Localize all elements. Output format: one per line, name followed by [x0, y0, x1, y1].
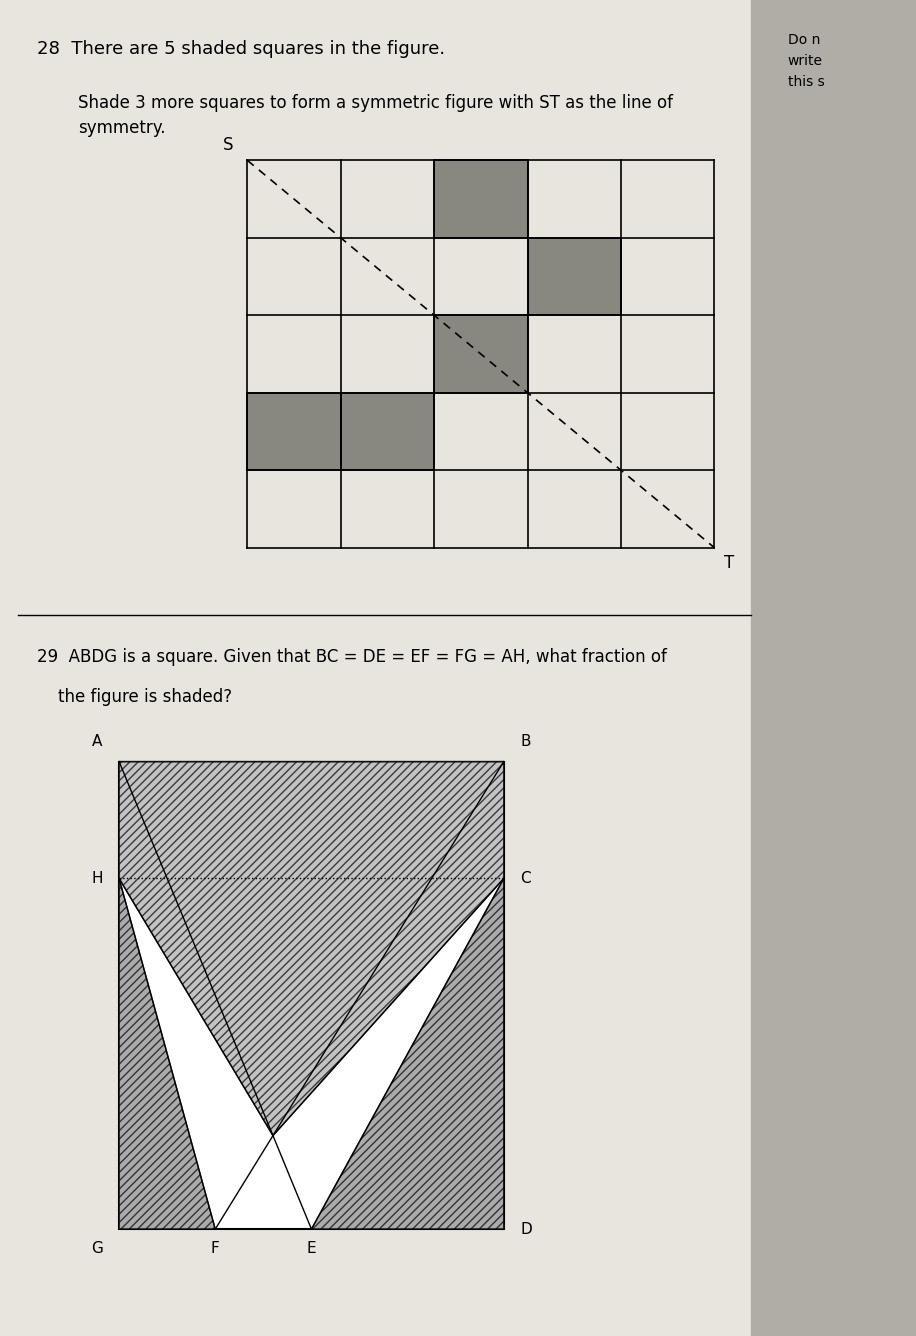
Bar [528, 238, 621, 315]
Text: A: A [93, 735, 103, 749]
Bar [0, 0, 751, 1336]
Bar [247, 393, 341, 470]
Text: 29  ABDG is a square. Given that BC = DE = EF = FG = AH, what fraction of: 29 ABDG is a square. Given that BC = DE … [37, 648, 667, 665]
Text: Shade 3 more squares to form a symmetric figure with ST as the line of
symmetry.: Shade 3 more squares to form a symmetric… [78, 94, 673, 136]
Bar [341, 393, 434, 470]
Text: E: E [307, 1241, 316, 1256]
Bar [434, 315, 528, 393]
Bar [434, 160, 528, 238]
Text: H: H [91, 871, 103, 886]
Text: F: F [211, 1241, 220, 1256]
Text: Do n
write
this s: Do n write this s [788, 33, 824, 88]
Text: S: S [224, 136, 234, 154]
Text: C: C [520, 871, 531, 886]
Text: G: G [91, 1241, 103, 1256]
Polygon shape [119, 762, 504, 1136]
Polygon shape [311, 879, 504, 1229]
Text: T: T [724, 554, 734, 572]
Text: B: B [520, 735, 530, 749]
Text: D: D [520, 1221, 532, 1237]
Polygon shape [119, 762, 504, 1229]
Polygon shape [119, 879, 215, 1229]
Bar [751, 0, 916, 1336]
Text: 28  There are 5 shaded squares in the figure.: 28 There are 5 shaded squares in the fig… [37, 40, 445, 57]
Text: the figure is shaded?: the figure is shaded? [37, 688, 232, 705]
